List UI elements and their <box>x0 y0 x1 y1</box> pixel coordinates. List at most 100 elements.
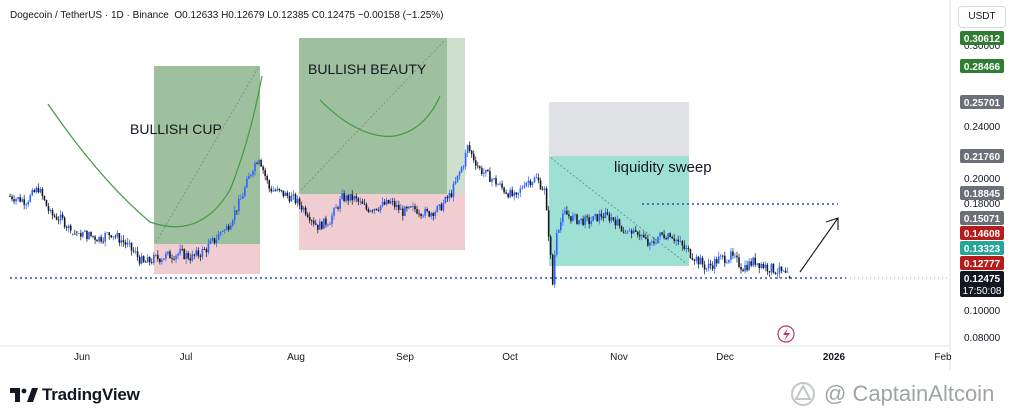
watermark-logo-icon <box>791 382 815 406</box>
candle-body <box>566 210 568 215</box>
candle-body <box>402 208 404 216</box>
candle-body <box>13 199 15 202</box>
candle-body <box>742 269 744 272</box>
candle-body <box>29 195 32 202</box>
candle-body <box>385 199 388 205</box>
candle-body <box>37 187 40 193</box>
candle-body <box>49 210 52 211</box>
candle-body <box>55 216 58 220</box>
candle-body <box>476 165 479 167</box>
candle-body <box>84 230 86 232</box>
candle-body <box>503 187 505 193</box>
symbol-title[interactable]: Dogecoin / TetherUS · 1D · Binance <box>10 10 169 21</box>
currency-button[interactable]: USDT <box>958 6 1006 28</box>
candle-body <box>748 261 750 271</box>
tradingview-logo[interactable]: TradingView <box>10 385 140 405</box>
candle-body <box>74 233 76 235</box>
candle-body <box>586 216 588 218</box>
candle-body <box>487 169 489 172</box>
candle-body <box>780 266 783 271</box>
candle-body <box>568 214 570 217</box>
candle-body <box>634 230 637 232</box>
candle-body <box>497 184 499 186</box>
candle-body <box>314 223 317 225</box>
candle-body <box>728 260 730 263</box>
candle-body <box>167 251 169 254</box>
candle-body <box>770 263 773 273</box>
candle-body <box>448 193 451 199</box>
svg-text:0.15071: 0.15071 <box>964 214 1001 225</box>
candle-body <box>485 169 487 173</box>
candle-body <box>136 251 139 258</box>
countdown-timer: 17:50:08 <box>963 286 1002 297</box>
candle-body <box>778 266 781 274</box>
candle-body <box>517 192 520 195</box>
candle-body <box>9 196 11 198</box>
candle-body <box>647 238 649 246</box>
candle-body <box>329 223 331 225</box>
candle-body <box>80 233 82 237</box>
candle-body <box>130 242 133 251</box>
svg-text:0.12475: 0.12475 <box>964 274 1001 285</box>
candle-body <box>197 250 200 256</box>
candle-body <box>590 221 592 224</box>
ticker-header: Dogecoin / TetherUS · 1D · Binance O0.12… <box>10 10 444 21</box>
lightning-icon[interactable] <box>777 325 795 343</box>
sweep-diagonal <box>550 157 688 265</box>
candle-body <box>685 248 688 249</box>
candle-body <box>355 196 358 199</box>
candle-body <box>225 226 228 230</box>
price-label-28466: 0.28466 <box>960 59 1004 73</box>
candle-body <box>132 250 135 252</box>
candle-body <box>691 257 694 260</box>
candle-body <box>521 187 524 189</box>
candle-body <box>19 197 21 202</box>
candle-body <box>430 213 432 217</box>
candle-body <box>560 221 562 231</box>
candle-body <box>501 183 503 188</box>
candle-body <box>752 257 754 266</box>
price-label-15071: 0.15071 <box>960 211 1004 225</box>
candle-body <box>562 213 564 222</box>
cup-support-zone <box>154 244 260 274</box>
candle-body <box>479 166 481 169</box>
candle-body <box>663 234 665 239</box>
candle-body <box>371 210 374 212</box>
candle-body <box>572 215 574 221</box>
candle-body <box>738 257 740 267</box>
candle-body <box>693 259 696 261</box>
candle-body <box>377 209 380 211</box>
candle-body <box>713 259 716 269</box>
candle-body <box>724 255 726 264</box>
candle-body <box>703 264 706 270</box>
candle-body <box>673 238 675 241</box>
candle-body <box>199 255 202 257</box>
candle-body <box>292 194 295 196</box>
candle-body <box>193 254 196 256</box>
candle-body <box>582 218 584 226</box>
candle-body <box>432 213 435 216</box>
candle-body <box>509 189 511 198</box>
candle-body <box>185 252 187 259</box>
candle-body <box>537 177 540 181</box>
candle-body <box>436 206 439 212</box>
candle-body <box>365 204 368 210</box>
candle-body <box>705 268 708 270</box>
candle-body <box>592 216 594 222</box>
candle-body <box>600 213 603 217</box>
candle-body <box>339 199 341 209</box>
candle-body <box>786 271 789 273</box>
y-tick-024: 0.24000 <box>964 122 1001 133</box>
candle-body <box>33 190 36 193</box>
candle-body <box>533 177 536 183</box>
candle-body <box>359 201 362 203</box>
candle-body <box>776 273 779 275</box>
candle-body <box>645 237 647 239</box>
candle-body <box>722 255 724 257</box>
candle-body <box>53 215 56 217</box>
arrow-head <box>825 217 839 230</box>
candle-body <box>215 239 218 243</box>
candle-body <box>272 190 275 192</box>
